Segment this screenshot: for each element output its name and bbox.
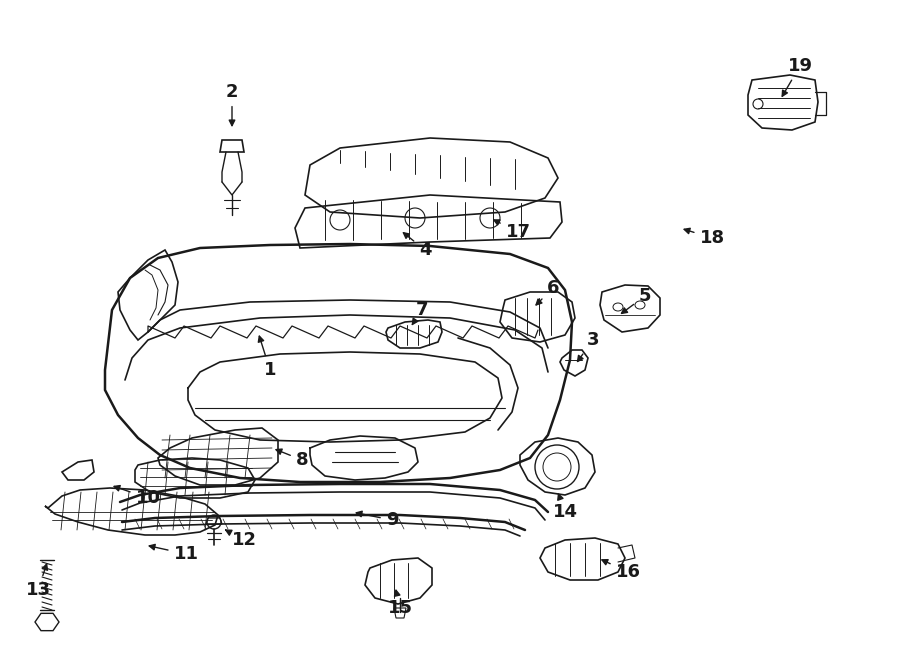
Text: 12: 12 bbox=[226, 530, 256, 549]
Text: 9: 9 bbox=[356, 511, 398, 529]
Text: 10: 10 bbox=[114, 486, 160, 507]
Text: 3: 3 bbox=[578, 331, 599, 362]
Text: 2: 2 bbox=[226, 83, 239, 126]
Text: 8: 8 bbox=[276, 449, 309, 469]
Text: 1: 1 bbox=[258, 336, 276, 379]
Text: 14: 14 bbox=[553, 494, 578, 521]
Text: 16: 16 bbox=[602, 560, 641, 581]
Text: 15: 15 bbox=[388, 590, 412, 617]
Text: 7: 7 bbox=[412, 301, 428, 325]
Text: 18: 18 bbox=[684, 228, 724, 247]
Text: 19: 19 bbox=[782, 57, 813, 97]
Text: 4: 4 bbox=[403, 233, 431, 259]
Text: 5: 5 bbox=[622, 287, 652, 313]
Text: 6: 6 bbox=[536, 279, 559, 305]
Text: 13: 13 bbox=[25, 564, 50, 599]
Text: 17: 17 bbox=[494, 220, 530, 241]
Text: 11: 11 bbox=[149, 545, 199, 563]
